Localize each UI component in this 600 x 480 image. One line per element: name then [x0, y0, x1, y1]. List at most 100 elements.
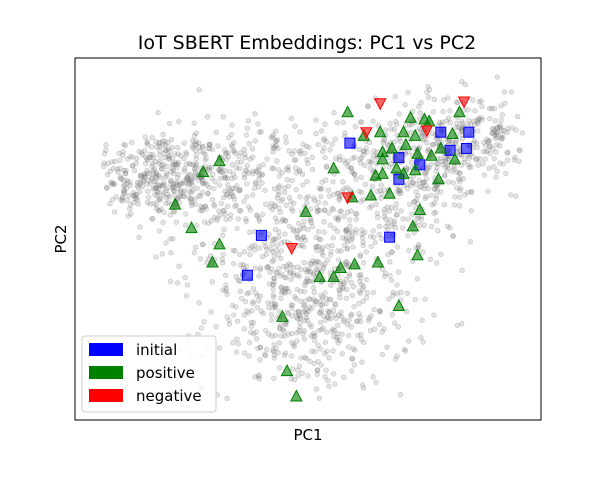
background-point	[122, 182, 128, 188]
background-point	[252, 374, 258, 380]
positive-point	[446, 126, 459, 140]
background-point	[278, 240, 285, 246]
background-point	[202, 203, 208, 210]
background-point	[171, 171, 177, 177]
background-point	[302, 282, 308, 289]
background-point	[284, 266, 290, 272]
background-point	[207, 146, 213, 152]
background-point	[344, 245, 351, 252]
background-point	[471, 118, 477, 124]
background-point	[308, 333, 314, 339]
background-point	[388, 204, 394, 211]
background-point	[196, 139, 202, 146]
background-point	[396, 190, 402, 197]
background-point	[228, 131, 235, 138]
background-point	[315, 358, 321, 365]
background-point	[216, 208, 222, 214]
background-point	[129, 163, 136, 169]
background-point	[324, 163, 330, 169]
background-point	[271, 355, 278, 361]
background-point	[191, 173, 198, 179]
background-point	[379, 191, 385, 197]
background-point	[196, 144, 202, 150]
background-point	[353, 230, 359, 236]
background-point	[416, 103, 422, 110]
background-point	[278, 285, 284, 291]
background-point	[344, 227, 350, 233]
background-point	[205, 145, 211, 152]
background-point	[319, 294, 326, 301]
background-point	[234, 318, 241, 324]
background-point	[470, 97, 476, 103]
background-point	[177, 193, 184, 199]
background-point	[331, 327, 338, 333]
background-point	[442, 173, 448, 179]
background-point	[418, 184, 424, 190]
background-point	[156, 208, 163, 214]
background-point	[419, 133, 425, 139]
background-point	[346, 344, 352, 350]
background-point	[155, 182, 161, 188]
background-point	[259, 180, 265, 186]
background-point	[313, 259, 319, 265]
background-point	[162, 138, 168, 144]
background-point	[321, 229, 327, 235]
background-point	[157, 175, 164, 181]
background-point	[341, 242, 348, 248]
background-point	[149, 175, 155, 181]
background-point	[133, 160, 140, 167]
background-point	[276, 183, 282, 189]
background-point	[246, 290, 252, 296]
background-point	[319, 302, 325, 308]
background-point	[348, 324, 354, 330]
positive-point	[290, 389, 303, 402]
background-point	[253, 168, 259, 174]
background-point	[307, 269, 314, 275]
background-point	[254, 293, 260, 299]
background-point	[457, 176, 463, 182]
background-point	[512, 154, 518, 160]
background-point	[241, 326, 248, 332]
background-point	[163, 195, 170, 201]
background-point	[253, 180, 259, 187]
background-point	[153, 173, 160, 179]
background-point	[316, 185, 322, 191]
background-point	[163, 170, 170, 176]
background-point	[316, 207, 323, 214]
background-point	[140, 178, 147, 184]
background-point	[246, 310, 252, 316]
background-point	[251, 247, 258, 253]
background-point	[485, 188, 491, 195]
y-axis-label: PC2	[52, 224, 70, 253]
positive-point	[168, 197, 182, 210]
background-point	[225, 181, 231, 188]
background-point	[454, 322, 461, 329]
background-point	[153, 171, 159, 177]
background-point	[381, 137, 387, 144]
background-point	[167, 212, 174, 218]
background-point	[256, 164, 262, 170]
background-point	[318, 193, 324, 200]
background-point	[134, 179, 141, 186]
background-point	[192, 138, 199, 145]
background-point	[265, 331, 272, 337]
initial-point	[463, 126, 475, 138]
background-point	[304, 157, 310, 163]
background-point	[174, 164, 180, 171]
background-point	[168, 178, 174, 184]
background-point	[319, 249, 325, 256]
background-point	[165, 146, 172, 152]
background-point	[264, 265, 270, 271]
background-point	[240, 262, 247, 268]
background-point	[161, 150, 167, 157]
background-point	[166, 155, 172, 162]
background-point	[445, 179, 452, 185]
background-point	[176, 185, 182, 192]
background-point	[394, 353, 400, 359]
background-point	[301, 225, 307, 231]
positive-point	[448, 152, 462, 165]
background-point	[297, 320, 303, 326]
background-point	[468, 189, 475, 196]
background-point	[224, 314, 230, 320]
background-point	[371, 306, 377, 313]
